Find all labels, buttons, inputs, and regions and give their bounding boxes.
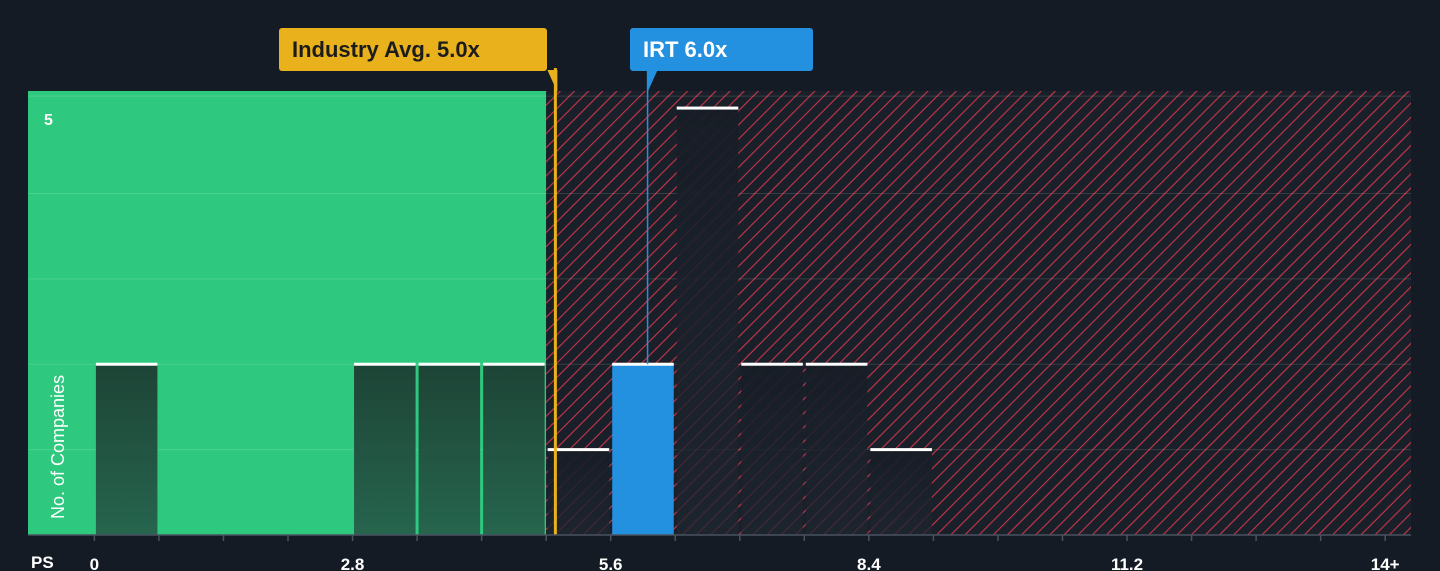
histogram-bar (870, 449, 932, 535)
x-tick-label: 2.8 (341, 555, 365, 571)
x-tick-label: 0 (90, 555, 99, 571)
histogram-bar (676, 108, 739, 536)
bar-cap (676, 106, 739, 110)
histogram-bar (612, 364, 674, 535)
histogram-bar (805, 364, 868, 535)
x-tick-label: 8.4 (857, 555, 881, 571)
histogram-bar (418, 364, 481, 535)
x-tick-label: 14+ (1371, 555, 1400, 571)
company-callout: IRT 6.0x (630, 28, 813, 71)
histogram-bar (483, 364, 545, 535)
x-tick-label: 11.2 (1111, 555, 1143, 571)
bar-cap (612, 362, 674, 366)
x-tick-label: 5.6 (599, 555, 623, 571)
expensive-zone (546, 91, 1411, 535)
industry-average-label: Industry Avg. 5.0x (292, 37, 480, 62)
industry-average-callout: Industry Avg. 5.0x (279, 28, 547, 71)
histogram-bar (95, 364, 158, 535)
bar-cap (805, 362, 868, 366)
industry-callout-tail (547, 70, 558, 92)
x-axis-name: PS (31, 553, 54, 571)
histogram-bar (741, 364, 803, 535)
bar-cap (354, 362, 416, 366)
histogram-bar (547, 449, 610, 535)
y-tick-label: 5 (44, 112, 53, 129)
bar-cap (741, 362, 803, 366)
histogram-bar (354, 364, 416, 535)
company-label: IRT 6.0x (643, 37, 728, 62)
bar-cap (95, 362, 158, 366)
bar-cap (870, 448, 932, 452)
y-axis-label: No. of Companies (48, 374, 68, 519)
company-callout-tail (647, 70, 658, 92)
bar-cap (547, 448, 610, 452)
bar-cap (418, 362, 481, 366)
bar-cap (483, 362, 545, 366)
